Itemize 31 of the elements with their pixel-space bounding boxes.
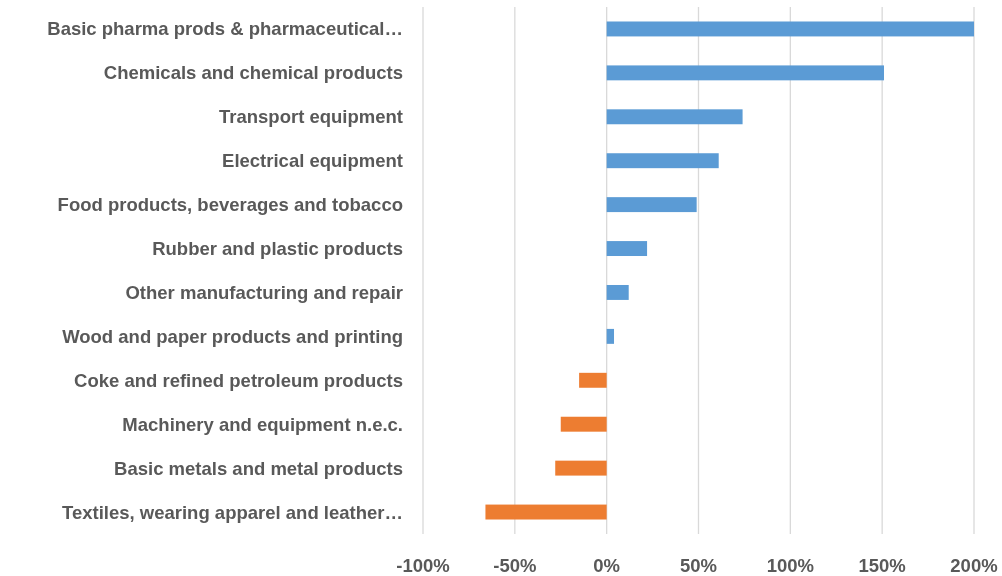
bar (606, 241, 648, 257)
y-tick-label: Coke and refined petroleum products (74, 369, 403, 391)
x-tick-label: -100% (396, 555, 450, 576)
bar (579, 372, 607, 388)
bar (606, 197, 697, 213)
y-tick-label: Transport equipment (219, 106, 403, 128)
y-tick-label: Food products, beverages and tobacco (57, 194, 403, 216)
bar (606, 284, 629, 300)
x-tick-label: 150% (858, 555, 906, 576)
x-tick-label: 200% (950, 555, 998, 576)
x-tick-label: -50% (493, 555, 537, 576)
x-tick-label: 100% (766, 555, 814, 576)
bar (560, 416, 607, 432)
y-tick-label: Basic metals and metal products (114, 457, 403, 479)
y-tick-label: Textiles, wearing apparel and leather… (62, 501, 403, 523)
y-tick-label: Rubber and plastic products (152, 238, 403, 260)
bar (606, 328, 615, 344)
y-tick-label: Electrical equipment (222, 150, 403, 172)
x-tick-label: 0% (593, 555, 621, 576)
bar (606, 109, 743, 125)
y-tick-label: Chemicals and chemical products (103, 62, 403, 84)
y-tick-label: Machinery and equipment n.e.c. (122, 413, 403, 435)
x-tick-label: 50% (679, 555, 718, 576)
bar (606, 21, 974, 37)
y-tick-label: Wood and paper products and printing (62, 325, 403, 347)
bar (485, 504, 607, 520)
bar (606, 65, 884, 81)
y-tick-label: Basic pharma prods & pharmaceutical… (47, 18, 403, 40)
y-tick-label: Other manufacturing and repair (125, 281, 403, 303)
bar (555, 460, 607, 476)
bar (606, 153, 719, 169)
